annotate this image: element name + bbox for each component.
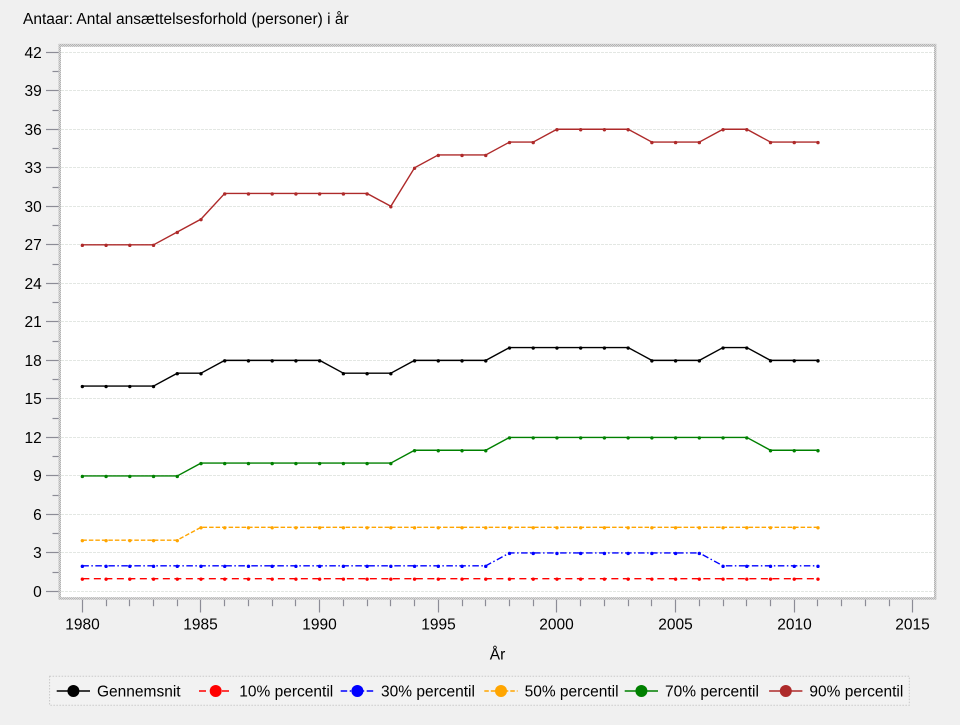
svg-text:50% percentil: 50% percentil	[525, 683, 619, 700]
svg-text:Gennemsnit: Gennemsnit	[97, 683, 181, 700]
svg-text:42: 42	[25, 45, 42, 62]
svg-text:2015: 2015	[895, 617, 929, 634]
svg-text:3: 3	[33, 545, 42, 562]
svg-text:2005: 2005	[658, 617, 692, 634]
svg-text:År: År	[490, 647, 506, 664]
svg-text:2000: 2000	[539, 617, 574, 634]
svg-text:9: 9	[33, 468, 42, 485]
svg-text:0: 0	[33, 584, 42, 601]
svg-text:27: 27	[25, 237, 42, 254]
svg-text:1995: 1995	[421, 617, 455, 634]
svg-text:33: 33	[25, 160, 42, 177]
svg-text:10% percentil: 10% percentil	[239, 683, 333, 700]
svg-text:90% percentil: 90% percentil	[809, 683, 903, 700]
svg-text:2010: 2010	[777, 617, 812, 634]
svg-text:Antaar: Antal ansættelsesforho: Antaar: Antal ansættelsesforhold (person…	[23, 11, 349, 28]
svg-text:30: 30	[25, 199, 43, 216]
svg-text:36: 36	[25, 122, 42, 139]
svg-text:12: 12	[25, 430, 42, 447]
svg-text:15: 15	[25, 391, 42, 408]
svg-text:24: 24	[25, 276, 43, 293]
svg-text:1990: 1990	[302, 617, 337, 634]
svg-text:6: 6	[33, 507, 42, 524]
svg-text:1985: 1985	[183, 617, 217, 634]
svg-text:30% percentil: 30% percentil	[381, 683, 475, 700]
svg-text:39: 39	[25, 83, 42, 100]
svg-text:21: 21	[25, 314, 42, 331]
svg-text:70% percentil: 70% percentil	[665, 683, 759, 700]
svg-text:18: 18	[25, 353, 42, 370]
svg-text:1980: 1980	[65, 617, 100, 634]
